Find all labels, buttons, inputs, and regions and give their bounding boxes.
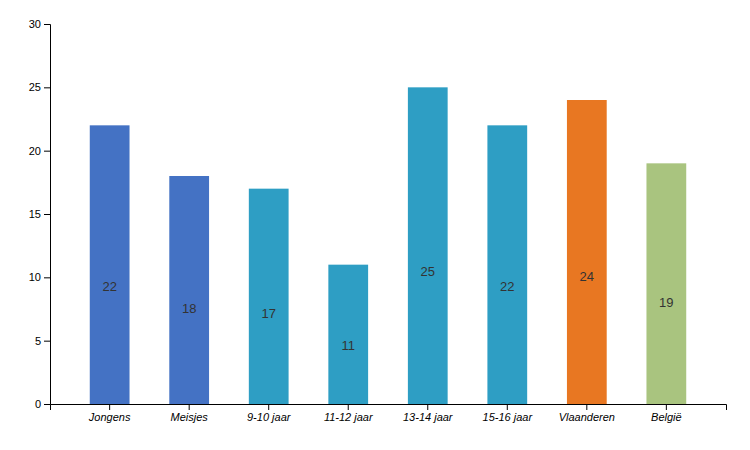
data-label: 17: [261, 306, 275, 321]
bar: [408, 87, 448, 404]
bar: [646, 163, 686, 404]
tick: 9-10 jaar: [247, 404, 292, 423]
plot: 0 5 10 15 20 25 30 Jongens Meisjes 9-10 jaar 11-12…: [29, 18, 727, 423]
tick-mark: [666, 404, 667, 410]
tick: 13-14 jaar: [403, 404, 454, 423]
tick-mark: [44, 214, 50, 215]
tick: België: [651, 404, 682, 423]
tick: 25: [29, 81, 50, 93]
tick-mark: [109, 404, 110, 410]
tick: Jongens: [88, 404, 131, 423]
tick-label: Vlaanderen: [559, 411, 615, 423]
tick-mark: [44, 404, 50, 405]
tick-label: 15-16 jaar: [483, 411, 534, 423]
tick-label: 0: [35, 398, 41, 410]
tick: 20: [29, 145, 50, 157]
chart-svg: 0 5 10 15 20 25 30 Jongens Meisjes 9-10 jaar 11-12…: [0, 0, 750, 450]
bar: [567, 100, 607, 404]
tick: Meisjes: [171, 404, 209, 423]
data-label: 22: [500, 279, 514, 294]
bar: [487, 125, 527, 404]
tick-mark: [44, 151, 50, 152]
tick-mark: [44, 277, 50, 278]
axis-domain: [44, 25, 51, 405]
tick-label: 15: [29, 208, 41, 220]
tick-mark: [44, 341, 50, 342]
data-label: 11: [341, 338, 355, 353]
tick: 15-16 jaar: [483, 404, 534, 423]
data-labels: 22 18 17 11 25 22 24 19: [102, 264, 673, 353]
tick-mark: [268, 404, 269, 410]
tick-mark: [427, 404, 428, 410]
tick: 30: [29, 18, 50, 30]
tick: 15: [29, 208, 50, 220]
data-label: 25: [421, 264, 435, 279]
tick: 11-12 jaar: [324, 404, 374, 423]
tick: 10: [29, 271, 50, 283]
tick-label: België: [651, 411, 682, 423]
data-label: 22: [102, 279, 116, 294]
chart-container: 0 5 10 15 20 25 30 Jongens Meisjes 9-10 jaar 11-12…: [0, 0, 750, 450]
data-label: 24: [580, 269, 594, 284]
tick-label: 11-12 jaar: [324, 411, 374, 423]
tick: Vlaanderen: [559, 404, 615, 423]
tick-mark: [189, 404, 190, 410]
tick-label: 5: [35, 335, 41, 347]
data-label: 19: [659, 295, 673, 310]
bar: [169, 176, 209, 404]
y-axis: 0 5 10 15 20 25 30: [29, 18, 51, 410]
axis-domain: [51, 405, 727, 411]
tick: 0: [35, 398, 50, 410]
tick-label: 25: [29, 81, 41, 93]
tick: 5: [35, 335, 50, 347]
bar: [90, 125, 130, 404]
bars: [90, 87, 686, 404]
data-label: 18: [182, 301, 196, 316]
tick-mark: [44, 87, 50, 88]
bar: [328, 265, 368, 404]
tick-label: 9-10 jaar: [247, 411, 292, 423]
tick-label: Meisjes: [171, 411, 209, 423]
tick-mark: [44, 24, 50, 25]
tick-label: 30: [29, 18, 41, 30]
tick-label: 20: [29, 145, 41, 157]
tick-label: 10: [29, 271, 41, 283]
tick-label: 13-14 jaar: [403, 411, 454, 423]
tick-mark: [586, 404, 587, 410]
tick-mark: [507, 404, 508, 410]
x-axis: Jongens Meisjes 9-10 jaar 11-12 jaar 13-14 j…: [51, 404, 727, 423]
tick-mark: [348, 404, 349, 410]
bar: [249, 189, 289, 404]
tick-label: Jongens: [88, 411, 131, 423]
